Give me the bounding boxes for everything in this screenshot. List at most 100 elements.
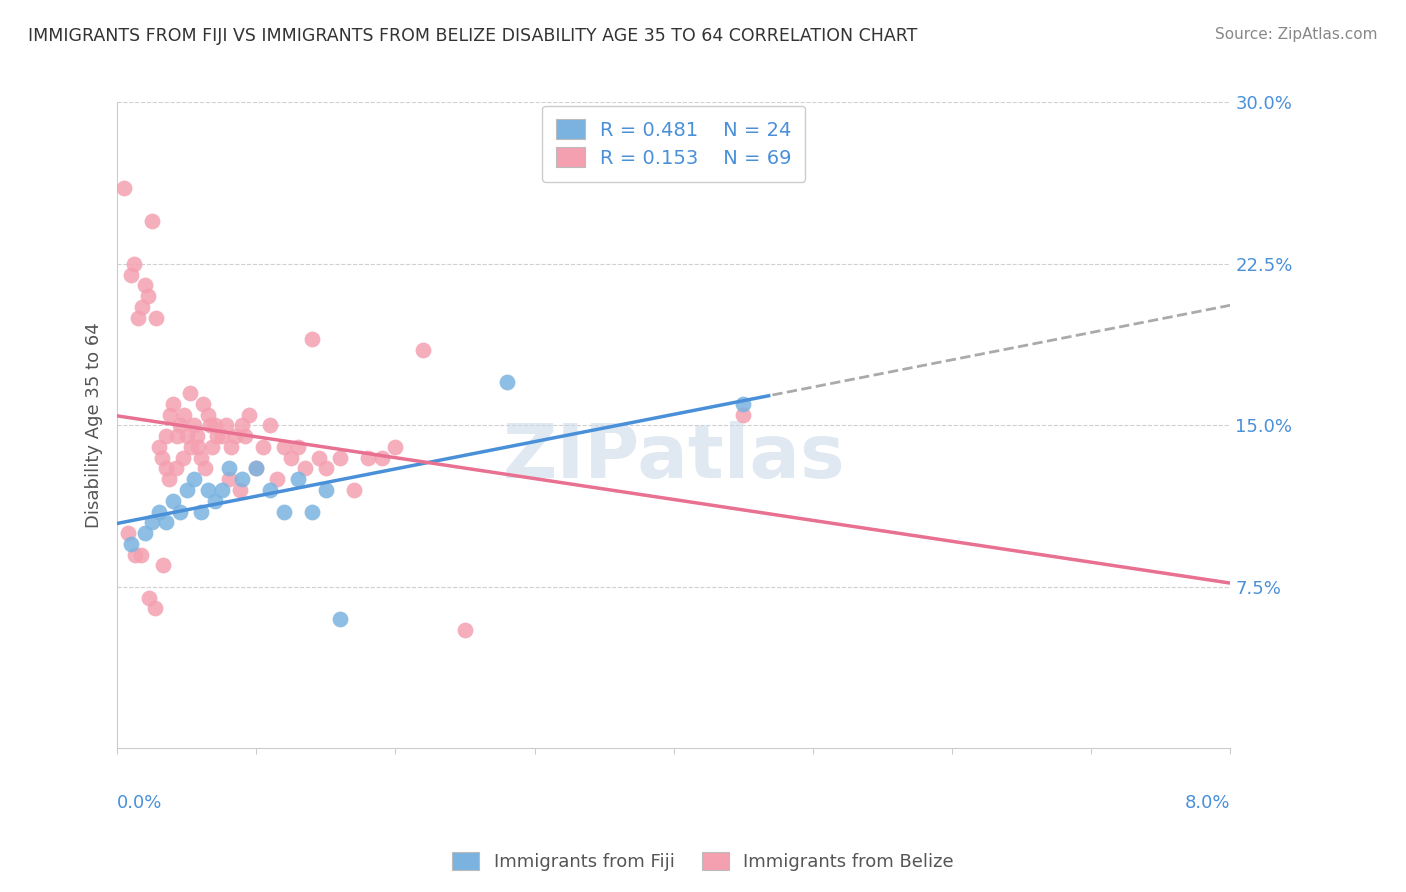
- Point: [183, 472, 205, 486]
- Point: [193, 397, 215, 411]
- Point: [155, 461, 177, 475]
- Point: [172, 450, 194, 465]
- Point: [141, 516, 163, 530]
- Point: [231, 418, 253, 433]
- Point: [179, 386, 201, 401]
- Point: [134, 278, 156, 293]
- Point: [131, 300, 153, 314]
- Point: [356, 450, 378, 465]
- Point: [252, 440, 274, 454]
- Point: [201, 440, 224, 454]
- Text: IMMIGRANTS FROM FIJI VS IMMIGRANTS FROM BELIZE DISABILITY AGE 35 TO 64 CORRELATI: IMMIGRANTS FROM FIJI VS IMMIGRANTS FROM …: [28, 27, 918, 45]
- Point: [145, 310, 167, 325]
- Y-axis label: Disability Age 35 to 64: Disability Age 35 to 64: [86, 323, 103, 528]
- Point: [134, 526, 156, 541]
- Point: [245, 461, 267, 475]
- Point: [180, 440, 202, 454]
- Point: [176, 429, 198, 443]
- Point: [159, 408, 181, 422]
- Point: [190, 504, 212, 518]
- Point: [157, 472, 180, 486]
- Point: [166, 429, 188, 443]
- Point: [190, 450, 212, 465]
- Point: [370, 450, 392, 465]
- Point: [301, 504, 323, 518]
- Legend: Immigrants from Fiji, Immigrants from Belize: Immigrants from Fiji, Immigrants from Be…: [444, 845, 962, 879]
- Point: [120, 537, 142, 551]
- Point: [215, 418, 238, 433]
- Point: [231, 472, 253, 486]
- Point: [150, 450, 173, 465]
- Point: [273, 440, 295, 454]
- Point: [228, 483, 250, 497]
- Point: [315, 483, 337, 497]
- Text: ZIPatlas: ZIPatlas: [502, 421, 845, 494]
- Point: [287, 472, 309, 486]
- Point: [169, 504, 191, 518]
- Point: [194, 461, 217, 475]
- Point: [238, 408, 260, 422]
- Point: [218, 472, 240, 486]
- Point: [233, 429, 256, 443]
- Point: [259, 483, 281, 497]
- Text: Source: ZipAtlas.com: Source: ZipAtlas.com: [1215, 27, 1378, 42]
- Point: [287, 440, 309, 454]
- Point: [329, 612, 352, 626]
- Point: [122, 257, 145, 271]
- Point: [197, 483, 219, 497]
- Point: [384, 440, 406, 454]
- Point: [120, 268, 142, 282]
- Point: [204, 493, 226, 508]
- Point: [343, 483, 366, 497]
- Point: [733, 397, 755, 411]
- Point: [200, 418, 222, 433]
- Point: [129, 548, 152, 562]
- Point: [245, 461, 267, 475]
- Point: [173, 408, 195, 422]
- Point: [224, 429, 246, 443]
- Point: [186, 429, 208, 443]
- Point: [273, 504, 295, 518]
- Point: [155, 429, 177, 443]
- Point: [176, 483, 198, 497]
- Point: [315, 461, 337, 475]
- Point: [454, 623, 477, 637]
- Point: [117, 526, 139, 541]
- Point: [204, 418, 226, 433]
- Point: [187, 440, 209, 454]
- Point: [197, 408, 219, 422]
- Point: [148, 440, 170, 454]
- Text: 0.0%: 0.0%: [117, 794, 163, 812]
- Point: [308, 450, 330, 465]
- Point: [143, 601, 166, 615]
- Point: [183, 418, 205, 433]
- Point: [294, 461, 316, 475]
- Point: [165, 461, 187, 475]
- Point: [259, 418, 281, 433]
- Point: [148, 504, 170, 518]
- Point: [207, 429, 229, 443]
- Point: [162, 397, 184, 411]
- Point: [733, 408, 755, 422]
- Point: [211, 429, 233, 443]
- Point: [280, 450, 302, 465]
- Point: [112, 181, 135, 195]
- Point: [136, 289, 159, 303]
- Point: [152, 558, 174, 573]
- Point: [301, 332, 323, 346]
- Point: [495, 376, 517, 390]
- Legend: R = 0.481    N = 24, R = 0.153    N = 69: R = 0.481 N = 24, R = 0.153 N = 69: [543, 105, 806, 182]
- Point: [211, 483, 233, 497]
- Point: [412, 343, 434, 357]
- Point: [329, 450, 352, 465]
- Point: [169, 418, 191, 433]
- Point: [162, 493, 184, 508]
- Point: [141, 213, 163, 227]
- Point: [218, 461, 240, 475]
- Point: [221, 440, 243, 454]
- Point: [266, 472, 288, 486]
- Text: 8.0%: 8.0%: [1185, 794, 1230, 812]
- Point: [155, 516, 177, 530]
- Point: [138, 591, 160, 605]
- Point: [127, 310, 149, 325]
